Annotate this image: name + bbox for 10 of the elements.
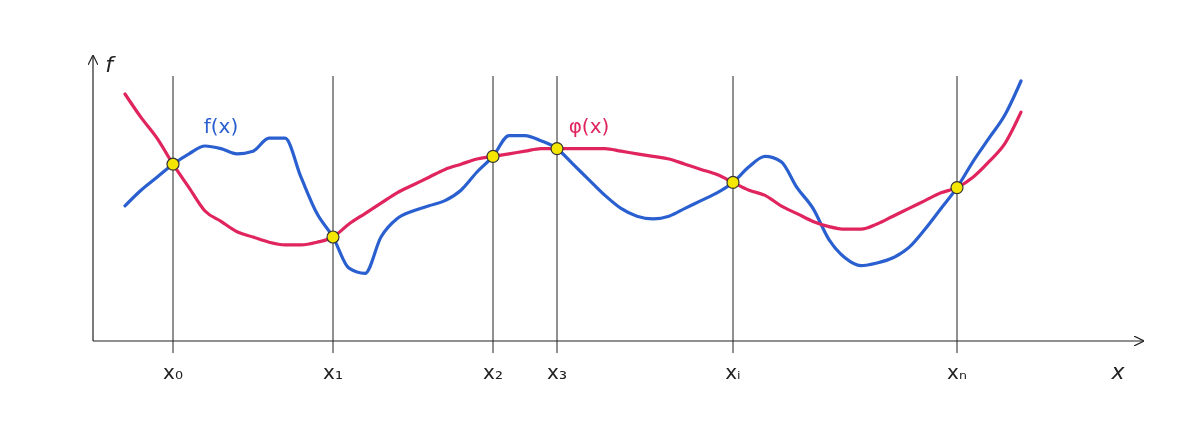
x-tick-label: x₃ — [547, 360, 567, 384]
x-tick-label: x₀ — [163, 360, 183, 384]
series-label: f(x) — [203, 113, 239, 138]
y-axis-title: f — [105, 52, 117, 77]
x-tick-label: x₂ — [483, 360, 503, 384]
x-tick-label: xᵢ — [725, 360, 741, 384]
x-axis-title: x — [1110, 359, 1126, 384]
series-label: φ(x) — [568, 113, 610, 138]
x-tick-label: xₙ — [947, 360, 967, 384]
x-tick-label: x₁ — [323, 360, 343, 384]
